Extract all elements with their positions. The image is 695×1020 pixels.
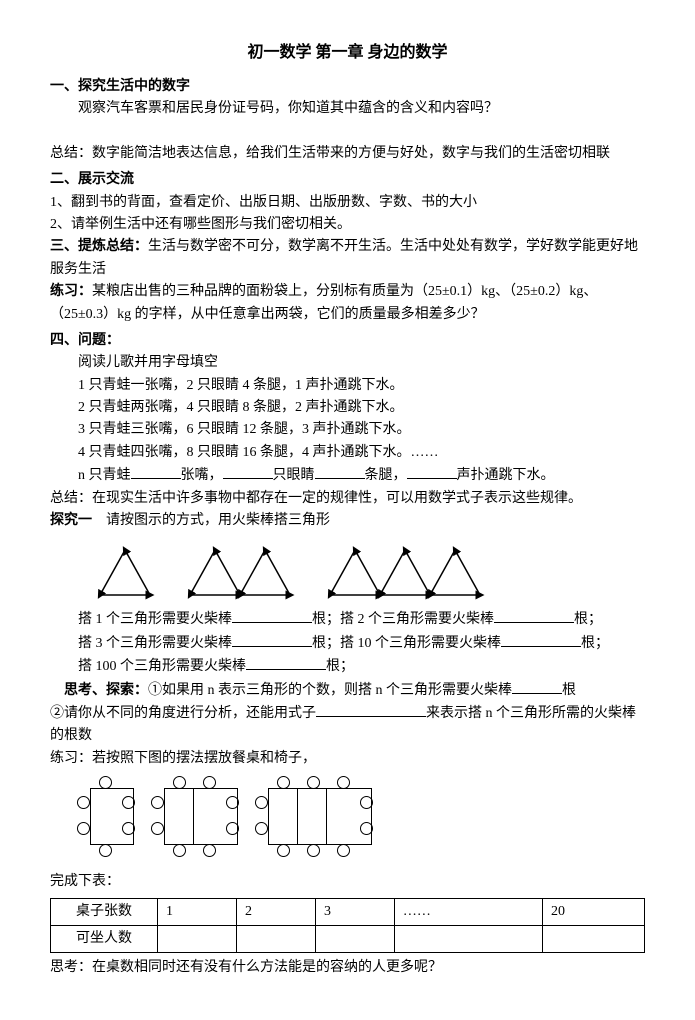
practice2: 练习：若按照下图的摆法摆放餐桌和椅子， bbox=[50, 748, 645, 770]
table-done-label: 完成下表： bbox=[50, 871, 645, 893]
s4-line5: n 只青蛙 张嘴， 只眼睛 条腿， 声扑通跳下水。 bbox=[78, 464, 645, 487]
s4-summary: 总结：在现实生活中许多事物中都存在一定的规律性，可以用数学式子表示这些规律。 bbox=[50, 488, 645, 510]
exp1-q1: 搭 1 个三角形需要火柴棒 根；搭 2 个三角形需要火柴棒 根； bbox=[78, 608, 645, 631]
cell: 20 bbox=[542, 898, 644, 925]
q2a: 搭 3 个三角形需要火柴棒 bbox=[78, 636, 232, 651]
s4-l5e: 声扑通跳下水。 bbox=[457, 468, 555, 483]
s3-label: 三、提炼总结： bbox=[50, 239, 148, 254]
blank[interactable] bbox=[223, 464, 273, 479]
s4-line1: 1 只青蛙一张嘴，2 只眼睛 4 条腿，1 声扑通跳下水。 bbox=[78, 375, 645, 397]
q2c: 根； bbox=[581, 636, 609, 651]
s4-line2: 2 只青蛙两张嘴，4 只眼睛 8 条腿，2 声扑通跳下水。 bbox=[78, 397, 645, 419]
q1b: 根；搭 2 个三角形需要火柴棒 bbox=[312, 612, 494, 627]
think1b: 根 bbox=[562, 683, 576, 698]
s2-p1: 1、翻到书的背面，查看定价、出版日期、出版册数、字数、书的大小 bbox=[50, 192, 645, 214]
exp1-title: 探究一 请按图示的方式，用火柴棒搭三角形 bbox=[50, 510, 645, 532]
section2-head: 二、展示交流 bbox=[50, 169, 645, 191]
section1-head: 一、探究生活中的数字 bbox=[50, 76, 645, 98]
blank[interactable] bbox=[407, 464, 457, 479]
s4-l5a: n 只青蛙 bbox=[78, 468, 131, 483]
cell-blank[interactable] bbox=[158, 925, 237, 952]
q3b: 根； bbox=[326, 659, 354, 674]
s4-l5b: 张嘴， bbox=[181, 468, 223, 483]
blank[interactable] bbox=[512, 679, 562, 694]
cell: …… bbox=[394, 898, 542, 925]
exp1-questions: 搭 1 个三角形需要火柴棒根；搭 2 个三角形需要火柴棒根； 搭 3 个三角形需… bbox=[50, 608, 645, 678]
table-row: 可坐人数 bbox=[51, 925, 645, 952]
blank[interactable] bbox=[246, 655, 326, 670]
blank[interactable] bbox=[501, 632, 581, 647]
think1a: ①如果用 n 表示三角形的个数，则搭 n 个三角形需要火柴棒 bbox=[148, 683, 512, 698]
triangle-2 bbox=[180, 540, 300, 600]
section4-head: 四、问题： bbox=[50, 330, 645, 352]
table-row: 桌子张数 1 2 3 …… 20 bbox=[51, 898, 645, 925]
page-title: 初一数学 第一章 身边的数学 bbox=[50, 40, 645, 66]
blank[interactable] bbox=[315, 464, 365, 479]
triangle-figures bbox=[90, 540, 645, 600]
final-think: 思考：在桌数相同时还有没有什么方法能是的容纳的人更多呢？ bbox=[50, 957, 645, 979]
cell-blank[interactable] bbox=[236, 925, 315, 952]
think-label: 思考、探索： bbox=[64, 683, 148, 698]
practice-label: 练习： bbox=[50, 284, 92, 299]
desk-2 bbox=[164, 778, 238, 863]
q2b: 根；搭 10 个三角形需要火柴棒 bbox=[312, 636, 501, 651]
desk-figures bbox=[90, 778, 645, 863]
exp1-text: 请按图示的方式，用火柴棒搭三角形 bbox=[106, 513, 330, 528]
blank[interactable] bbox=[232, 608, 312, 623]
cell-blank[interactable] bbox=[542, 925, 644, 952]
s2-p2: 2、请举例生活中还有哪些图形与我们密切相关。 bbox=[50, 214, 645, 236]
q1a: 搭 1 个三角形需要火柴棒 bbox=[78, 612, 232, 627]
desk-3 bbox=[268, 778, 372, 863]
s3-summary: 三、提炼总结：生活与数学密不可分，数学离不开生活。生活中处处有数学，学好数学能更… bbox=[50, 236, 645, 281]
blank[interactable] bbox=[494, 608, 574, 623]
think2a: ②请你从不同的角度进行分析，还能用式子 bbox=[50, 706, 316, 721]
q1c: 根； bbox=[574, 612, 602, 627]
s4-intro: 阅读儿歌并用字母填空 bbox=[78, 352, 645, 374]
practice-text: 某粮店出售的三种品牌的面粉袋上，分别标有质量为（25±0.1）kg、（25±0.… bbox=[50, 284, 597, 321]
blank[interactable] bbox=[232, 632, 312, 647]
desk-1 bbox=[90, 778, 134, 863]
row2-label: 可坐人数 bbox=[51, 925, 158, 952]
row1-label: 桌子张数 bbox=[51, 898, 158, 925]
cell-blank[interactable] bbox=[394, 925, 542, 952]
s1-summary: 总结：数字能简洁地表达信息，给我们生活带来的方便与好处，数字与我们的生活密切相联 bbox=[50, 143, 645, 165]
cell: 2 bbox=[236, 898, 315, 925]
think-block: 思考、探索：①如果用 n 表示三角形的个数，则搭 n 个三角形需要火柴棒 根 bbox=[50, 679, 645, 702]
triangle-3 bbox=[320, 540, 490, 600]
q3a: 搭 100 个三角形需要火柴棒 bbox=[78, 659, 246, 674]
exp1-head: 探究一 bbox=[50, 513, 92, 528]
exp1-q2: 搭 3 个三角形需要火柴棒 根；搭 10 个三角形需要火柴棒 根； bbox=[78, 632, 645, 655]
blank[interactable] bbox=[316, 702, 426, 717]
s4-line4: 4 只青蛙四张嘴，8 只眼睛 16 条腿，4 声扑通跳下水。…… bbox=[78, 442, 645, 464]
s4-l5c: 只眼睛 bbox=[273, 468, 315, 483]
s4-body: 阅读儿歌并用字母填空 1 只青蛙一张嘴，2 只眼睛 4 条腿，1 声扑通跳下水。… bbox=[50, 352, 645, 487]
cell: 1 bbox=[158, 898, 237, 925]
s4-line3: 3 只青蛙三张嘴，6 只眼睛 12 条腿，3 声扑通跳下水。 bbox=[78, 419, 645, 441]
triangle-1 bbox=[90, 540, 160, 600]
data-table: 桌子张数 1 2 3 …… 20 可坐人数 bbox=[50, 898, 645, 954]
s1-p1: 观察汽车客票和居民身份证号码，你知道其中蕴含的含义和内容吗？ bbox=[50, 98, 645, 120]
practice-block: 练习：某粮店出售的三种品牌的面粉袋上，分别标有质量为（25±0.1）kg、（25… bbox=[50, 281, 645, 326]
blank[interactable] bbox=[131, 464, 181, 479]
cell-blank[interactable] bbox=[315, 925, 394, 952]
cell: 3 bbox=[315, 898, 394, 925]
s4-l5d: 条腿， bbox=[365, 468, 407, 483]
think2: ②请你从不同的角度进行分析，还能用式子来表示搭 n 个三角形所需的火柴棒的根数 bbox=[50, 702, 645, 748]
exp1-q3: 搭 100 个三角形需要火柴棒 根； bbox=[78, 655, 645, 678]
